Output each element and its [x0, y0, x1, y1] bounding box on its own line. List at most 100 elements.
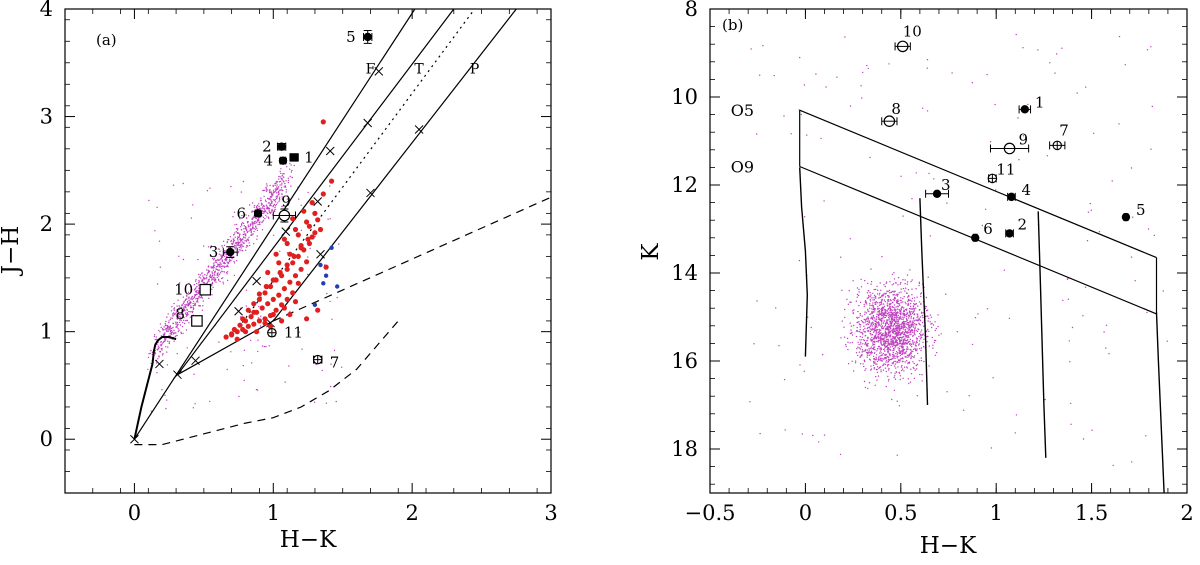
field-star — [895, 351, 898, 353]
reddening-marker — [366, 188, 375, 198]
field-star — [893, 365, 896, 367]
field-star — [234, 232, 236, 234]
field-star — [890, 291, 892, 294]
field-star — [201, 273, 203, 275]
field-star — [889, 358, 892, 361]
field-star — [883, 358, 885, 360]
field-star — [186, 295, 188, 297]
star-7-label: 7 — [330, 354, 340, 372]
reddening-marker — [252, 276, 261, 286]
field-star — [897, 352, 899, 354]
field-star — [907, 362, 910, 364]
blue-source-point — [335, 284, 340, 289]
field-star — [904, 342, 906, 344]
field-star — [874, 359, 876, 361]
field-star — [893, 304, 896, 306]
field-star — [173, 340, 175, 342]
field-star — [186, 347, 188, 349]
red-source-point — [290, 290, 296, 296]
field-star — [1105, 347, 1107, 349]
field-star — [242, 233, 244, 236]
field-star — [874, 288, 877, 291]
field-star — [851, 334, 854, 336]
star-5-marker — [363, 32, 372, 42]
field-star — [1153, 234, 1156, 237]
field-star — [888, 343, 890, 346]
field-star — [208, 280, 210, 282]
field-star — [857, 294, 860, 297]
field-star — [877, 311, 879, 313]
field-star — [167, 313, 169, 315]
field-star — [859, 326, 861, 328]
red-source-point — [290, 216, 296, 222]
field-star — [920, 303, 922, 306]
field-star — [278, 189, 280, 191]
field-star — [912, 322, 915, 324]
blue-source-point — [329, 245, 334, 250]
field-star — [325, 402, 328, 404]
field-star — [177, 299, 179, 301]
field-star — [912, 355, 914, 358]
field-star — [899, 304, 901, 307]
field-star — [920, 335, 922, 337]
field-star — [898, 343, 900, 345]
star-4-label: 4 — [263, 152, 273, 170]
red-source-point — [240, 316, 246, 322]
field-star — [951, 72, 953, 74]
field-star — [206, 269, 208, 271]
field-star — [194, 302, 196, 305]
field-star — [313, 401, 316, 403]
field-star — [927, 276, 929, 278]
field-star — [329, 385, 332, 388]
field-star — [256, 221, 258, 223]
field-star — [1044, 398, 1046, 401]
field-star — [881, 303, 883, 305]
field-star — [878, 294, 880, 296]
field-star — [188, 302, 190, 305]
field-star — [902, 357, 904, 359]
field-star — [892, 343, 894, 346]
field-star — [186, 301, 189, 303]
field-star — [888, 63, 890, 65]
field-star — [164, 394, 166, 397]
field-star — [237, 252, 239, 254]
field-star — [271, 195, 273, 198]
field-star — [275, 182, 277, 184]
field-star — [198, 287, 200, 289]
field-star — [1118, 35, 1121, 38]
field-star — [175, 321, 177, 323]
field-star — [893, 360, 895, 363]
field-star — [278, 200, 280, 202]
red-source-point — [295, 280, 301, 286]
field-star — [917, 344, 920, 346]
field-star — [916, 348, 918, 350]
field-star — [875, 319, 877, 321]
field-star — [923, 360, 925, 363]
field-star — [231, 243, 234, 245]
field-star — [877, 339, 880, 342]
field-star — [859, 363, 862, 365]
field-star — [906, 340, 908, 342]
field-star — [862, 333, 864, 335]
field-star — [202, 300, 204, 302]
field-star — [887, 299, 890, 301]
field-star — [280, 178, 282, 180]
field-star — [907, 339, 909, 341]
field-star — [884, 363, 887, 366]
field-star — [909, 305, 912, 307]
field-star — [904, 329, 906, 331]
field-star — [184, 299, 187, 302]
field-star — [217, 265, 219, 267]
field-star — [871, 317, 874, 320]
field-star — [222, 240, 225, 242]
field-star — [182, 258, 185, 261]
field-star — [884, 340, 886, 342]
field-star — [756, 133, 758, 135]
field-star — [888, 334, 890, 337]
field-star — [266, 185, 268, 187]
field-star — [272, 199, 275, 201]
field-star — [909, 338, 912, 341]
field-star — [174, 332, 176, 334]
field-star — [214, 274, 216, 276]
field-star — [864, 300, 867, 302]
